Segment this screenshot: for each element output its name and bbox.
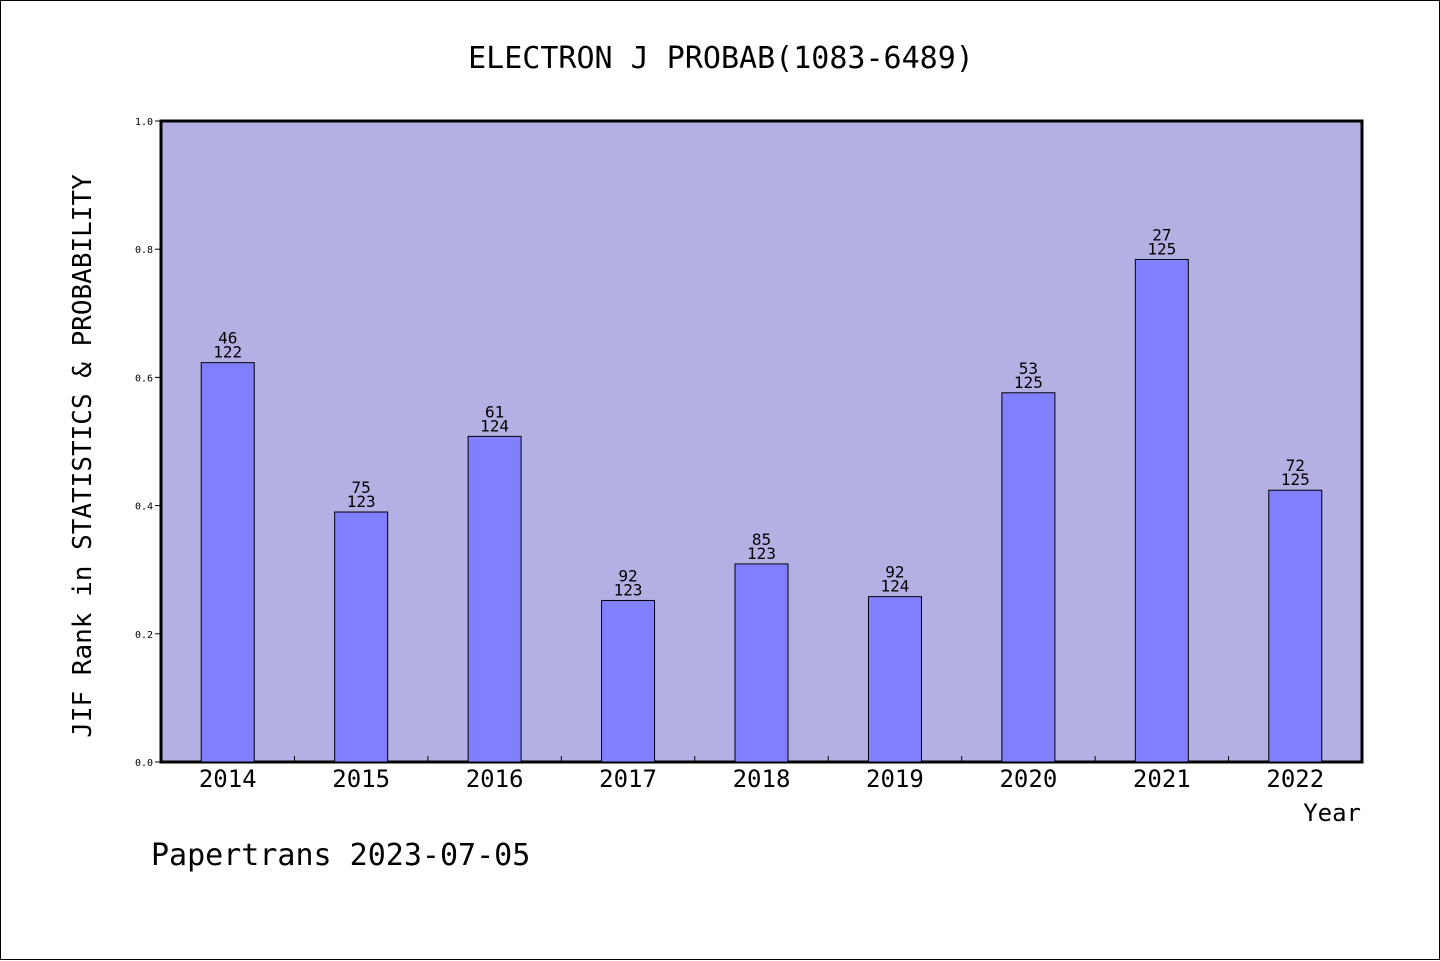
bar-rank-label: 61	[485, 402, 504, 421]
bar-total-label: 125	[1147, 239, 1176, 258]
bar-2014	[200, 362, 255, 763]
bar-total-label: 123	[347, 492, 376, 511]
bar-rank-label: 46	[218, 329, 237, 348]
x-axis-separators	[293, 756, 1230, 762]
x-axis-tick-labels: 2014 2015 2016 2017 2018 2019 2020 2021 2022	[199, 765, 1324, 793]
bar-2020	[1001, 392, 1056, 763]
chart-title: ELECTRON J PROBAB(1083-6489)	[468, 41, 974, 76]
bar-rank-label: 27	[1152, 225, 1171, 244]
x-tick-label: 2022	[1266, 765, 1324, 793]
x-tick-label: 2016	[466, 765, 524, 793]
bar-2019	[867, 596, 922, 763]
y-tick-label: 0.6	[135, 373, 153, 384]
footer-text: Papertrans 2023-07-05	[151, 838, 530, 873]
bar-2017	[601, 599, 656, 763]
bar-total-label: 125	[1281, 470, 1310, 489]
bar-rank-label: 85	[752, 530, 771, 549]
bar-rank-label: 92	[885, 563, 904, 582]
bar-total-label: 123	[614, 580, 643, 599]
bar-2021	[1134, 258, 1189, 763]
bar-2015	[334, 511, 389, 763]
y-tick-label: 0.8	[135, 245, 153, 256]
bar-total-label: 123	[747, 544, 776, 563]
y-tick-label: 0.0	[135, 758, 153, 769]
bar-total-label: 124	[480, 416, 509, 435]
y-tick-label: 0.2	[135, 630, 153, 641]
x-tick-label: 2017	[599, 765, 657, 793]
x-tick-label: 2021	[1133, 765, 1191, 793]
bars: 4612275123611249212385123921245312527125…	[200, 225, 1323, 763]
x-tick-label: 2015	[332, 765, 390, 793]
y-tick-label: 1.0	[135, 117, 153, 128]
bar-2022	[1268, 489, 1323, 763]
bar-2018	[734, 563, 789, 763]
bar-rank-label: 53	[1019, 359, 1038, 378]
x-tick-label: 2019	[866, 765, 924, 793]
x-axis-label: Year	[1303, 799, 1361, 827]
y-tick-label: 0.4	[135, 502, 153, 513]
x-tick-label: 2014	[199, 765, 257, 793]
bar-total-label: 122	[213, 343, 242, 362]
bar-total-label: 124	[880, 577, 909, 596]
bar-rank-label: 72	[1286, 456, 1305, 475]
x-tick-label: 2020	[999, 765, 1057, 793]
bar-rank-label: 92	[618, 566, 637, 585]
bar-2016	[467, 435, 522, 763]
bar-total-label: 125	[1014, 373, 1043, 392]
y-axis-label: JIF Rank in STATISTICS & PROBABILITY	[68, 174, 98, 738]
bar-rank-label: 75	[352, 478, 371, 497]
y-axis-ticks: 0.0 0.2 0.4 0.6 0.8 1.0	[135, 117, 161, 769]
x-tick-label: 2018	[733, 765, 791, 793]
